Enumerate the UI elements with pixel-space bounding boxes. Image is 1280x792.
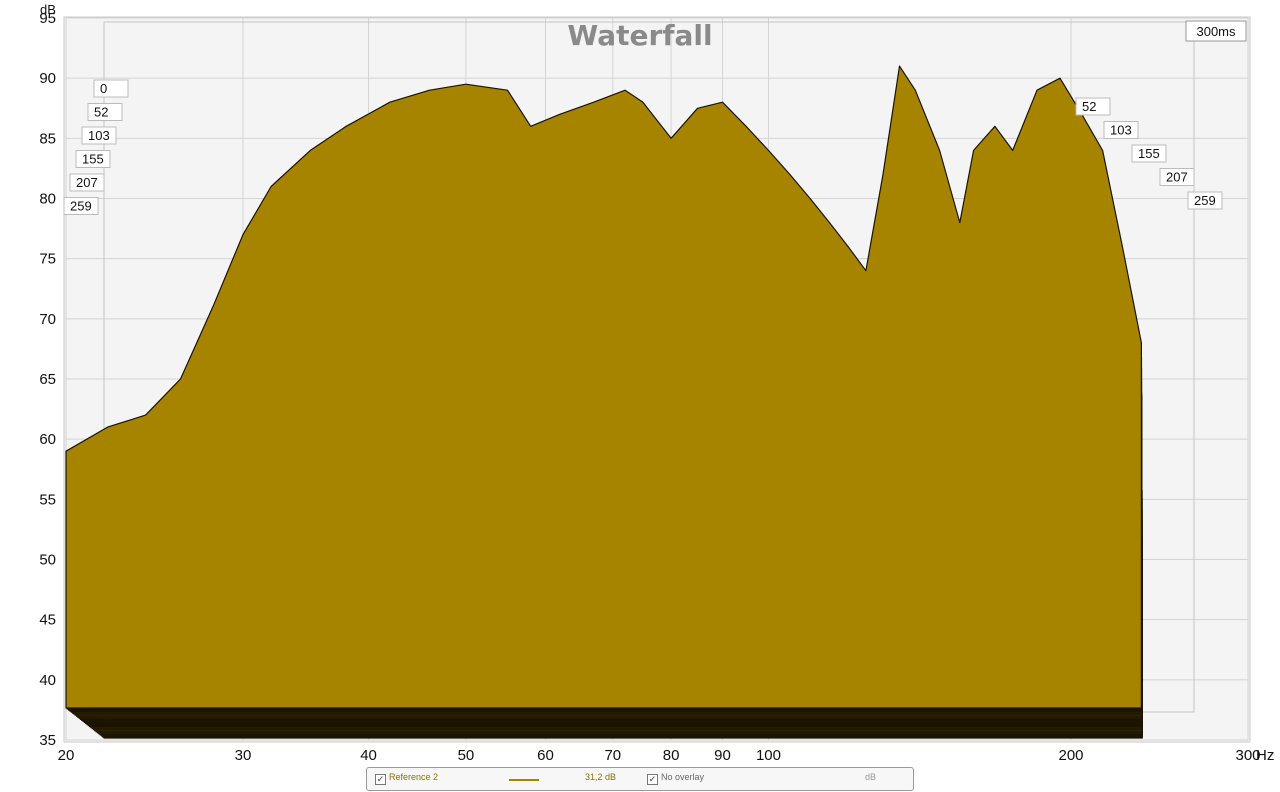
time-label-box xyxy=(87,103,123,121)
time-label-text: 207 xyxy=(1166,170,1188,185)
y-tick-label: 90 xyxy=(39,70,56,87)
y-tick-label: 80 xyxy=(39,191,56,208)
y-tick-label: 95 xyxy=(39,10,56,27)
time-label: 155 xyxy=(75,150,111,168)
series-name: Reference 2 xyxy=(389,772,439,782)
y-tick-label: 55 xyxy=(39,491,56,508)
time-label: 103 xyxy=(1103,121,1139,139)
time-label: 155 xyxy=(1131,144,1167,163)
time-label: 207 xyxy=(1159,168,1195,186)
series-value: 31,2 dB xyxy=(585,772,617,782)
time-label-text: 259 xyxy=(1194,193,1216,208)
x-tick-label: 30 xyxy=(235,747,252,764)
y-tick-label: 60 xyxy=(39,431,56,448)
time-label-text: 155 xyxy=(1138,146,1160,161)
time-label: 259 xyxy=(1187,191,1223,210)
y-tick-label: 50 xyxy=(39,552,56,569)
time-label: 207 xyxy=(69,173,105,192)
series-toggle[interactable]: ✓ Reference 2 xyxy=(375,772,438,785)
x-tick-label: 60 xyxy=(537,747,554,764)
legend-bar: ✓ Reference 2 31,2 dB ✓ No overlay dB xyxy=(366,767,914,791)
x-tick-label: 200 xyxy=(1059,747,1084,764)
x-tick-label: 80 xyxy=(663,747,680,764)
waterfall-slice xyxy=(65,65,1142,709)
legend-unit: dB xyxy=(865,772,877,782)
y-axis-ticks: 95 90 85 80 75 70 65 60 55 50 45 40 35 xyxy=(39,10,56,749)
x-tick-label: 90 xyxy=(714,747,731,764)
time-label-box xyxy=(1131,144,1167,163)
time-labels-right: 52 103 155 207 259 xyxy=(1075,97,1223,210)
time-label-box xyxy=(63,197,99,215)
x-tick-label: 50 xyxy=(458,747,475,764)
time-label-text: 155 xyxy=(82,152,104,167)
svg-text:300ms: 300ms xyxy=(1196,24,1236,39)
y-tick-label: 35 xyxy=(39,732,56,749)
x-tick-label: 40 xyxy=(360,747,377,764)
chart-title: Waterfall xyxy=(567,19,712,52)
time-label-text: 52 xyxy=(94,105,108,120)
time-label-box xyxy=(1187,191,1223,210)
time-label-box xyxy=(93,79,129,98)
x-tick-label: 70 xyxy=(604,747,621,764)
x-tick-label: 100 xyxy=(756,747,781,764)
time-label: 259 xyxy=(63,197,99,215)
checkbox-icon[interactable]: ✓ xyxy=(375,774,386,785)
y-tick-label: 70 xyxy=(39,311,56,328)
time-label: 52 xyxy=(1075,97,1111,116)
time-window-badge: 300ms xyxy=(1185,20,1247,42)
time-label-box xyxy=(1103,121,1139,139)
x-tick-label: 20 xyxy=(58,747,75,764)
checkbox-icon[interactable]: ✓ xyxy=(647,774,658,785)
overlay-toggle[interactable]: ✓ No overlay xyxy=(647,772,704,785)
y-tick-label: 45 xyxy=(39,612,56,629)
time-label-text: 103 xyxy=(88,128,110,143)
time-label-box xyxy=(69,173,105,192)
time-label: 103 xyxy=(81,126,117,145)
y-axis-unit: dB xyxy=(40,2,56,17)
time-label-box xyxy=(75,150,111,168)
x-axis-unit: Hz xyxy=(1256,747,1274,764)
waterfall-slices xyxy=(65,65,1143,739)
y-tick-label: 75 xyxy=(39,251,56,268)
x-axis-ticks: 20 30 40 50 60 70 80 90 100 200 300 xyxy=(58,747,1261,764)
time-label-box xyxy=(1159,168,1195,186)
time-label-box xyxy=(81,126,117,145)
y-tick-label: 85 xyxy=(39,130,56,147)
time-label-text: 52 xyxy=(1082,99,1096,114)
time-label-text: 259 xyxy=(70,199,92,214)
x-tick-label: 300 xyxy=(1235,747,1260,764)
y-tick-label: 65 xyxy=(39,371,56,388)
time-label: 0 xyxy=(93,79,129,98)
overlay-label: No overlay xyxy=(661,772,705,782)
time-label-text: 207 xyxy=(76,175,98,190)
time-labels-left: 0 52 103 155 207 259 xyxy=(63,79,129,215)
series-color-swatch xyxy=(509,779,539,781)
time-label-text: 0 xyxy=(100,81,107,96)
time-label-text: 103 xyxy=(1110,123,1132,138)
y-tick-label: 40 xyxy=(39,672,56,689)
time-label-box xyxy=(1075,97,1111,116)
time-label: 52 xyxy=(87,103,123,121)
